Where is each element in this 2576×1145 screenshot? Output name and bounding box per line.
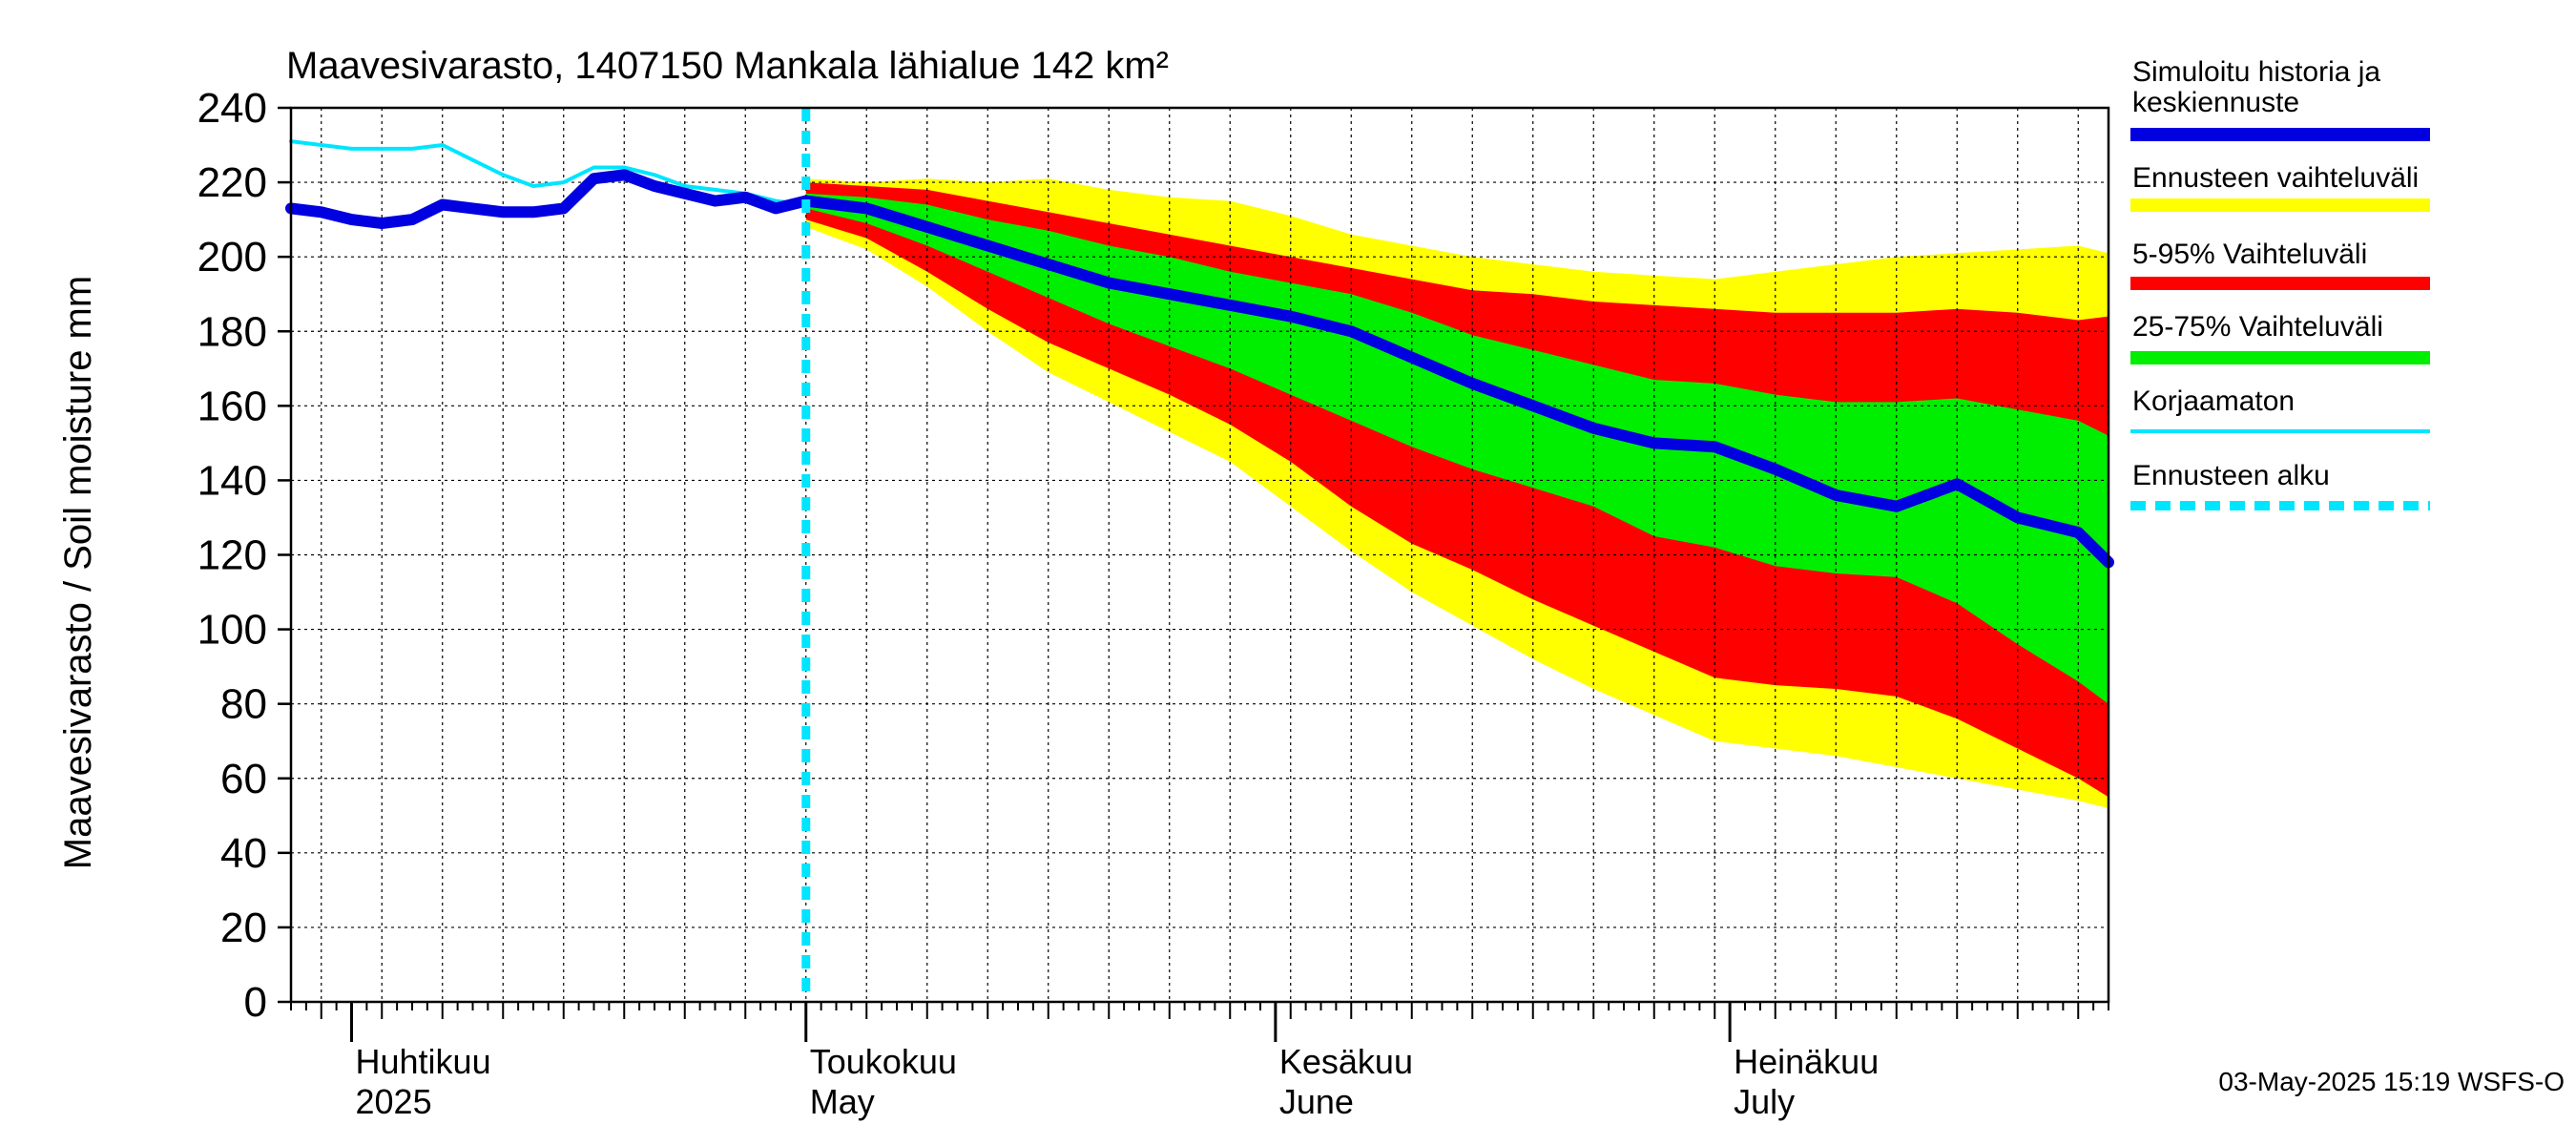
y-tick-label: 100 — [197, 607, 267, 654]
x-month-label-fi: Kesäkuu — [1279, 1042, 1413, 1081]
y-tick-label: 40 — [220, 830, 267, 877]
y-tick-label: 180 — [197, 308, 267, 355]
y-tick-label: 60 — [220, 756, 267, 802]
y-tick-label: 220 — [197, 159, 267, 206]
x-month-label-en: June — [1279, 1082, 1354, 1121]
x-month-label-en: July — [1734, 1082, 1795, 1121]
y-tick-label: 0 — [244, 979, 267, 1026]
y-tick-label: 20 — [220, 905, 267, 951]
x-month-label-fi: Heinäkuu — [1734, 1042, 1879, 1081]
x-month-label-fi: Toukokuu — [810, 1042, 957, 1081]
y-tick-label: 140 — [197, 457, 267, 504]
legend: Simuloitu historia ja keskiennuste Ennus… — [2130, 56, 2430, 506]
x-month-label-fi: Huhtikuu — [356, 1042, 491, 1081]
series-simulated-history — [291, 175, 806, 223]
y-axis-label: Maavesivarasto / Soil moisture mm — [57, 276, 99, 869]
y-tick-label: 120 — [197, 532, 267, 579]
x-month-label-en: 2025 — [356, 1082, 432, 1121]
y-tick-label: 160 — [197, 383, 267, 429]
y-tick-label: 240 — [197, 85, 267, 132]
chart: Maavesivarasto, 1407150 Mankala lähialue… — [0, 0, 2576, 1145]
y-tick-label: 200 — [197, 234, 267, 281]
x-month-label-en: May — [810, 1082, 875, 1121]
legend-label-simulated-line2: keskiennuste — [2132, 87, 2299, 118]
legend-label: Korjaamaton — [2132, 385, 2295, 417]
legend-label: 25-75% Vaihteluväli — [2132, 311, 2383, 343]
y-tick-label: 80 — [220, 681, 267, 728]
plot-area — [291, 108, 2109, 1002]
legend-label-simulated-line1: Simuloitu historia ja — [2132, 56, 2380, 88]
legend-label: Ennusteen alku — [2132, 460, 2330, 491]
legend-label: 5-95% Vaihteluväli — [2132, 239, 2367, 270]
footer-timestamp: 03-May-2025 15:19 WSFS-O — [2218, 1067, 2565, 1096]
chart-title: Maavesivarasto, 1407150 Mankala lähialue… — [286, 45, 1169, 87]
legend-label: Ennusteen vaihteluväli — [2132, 162, 2419, 194]
